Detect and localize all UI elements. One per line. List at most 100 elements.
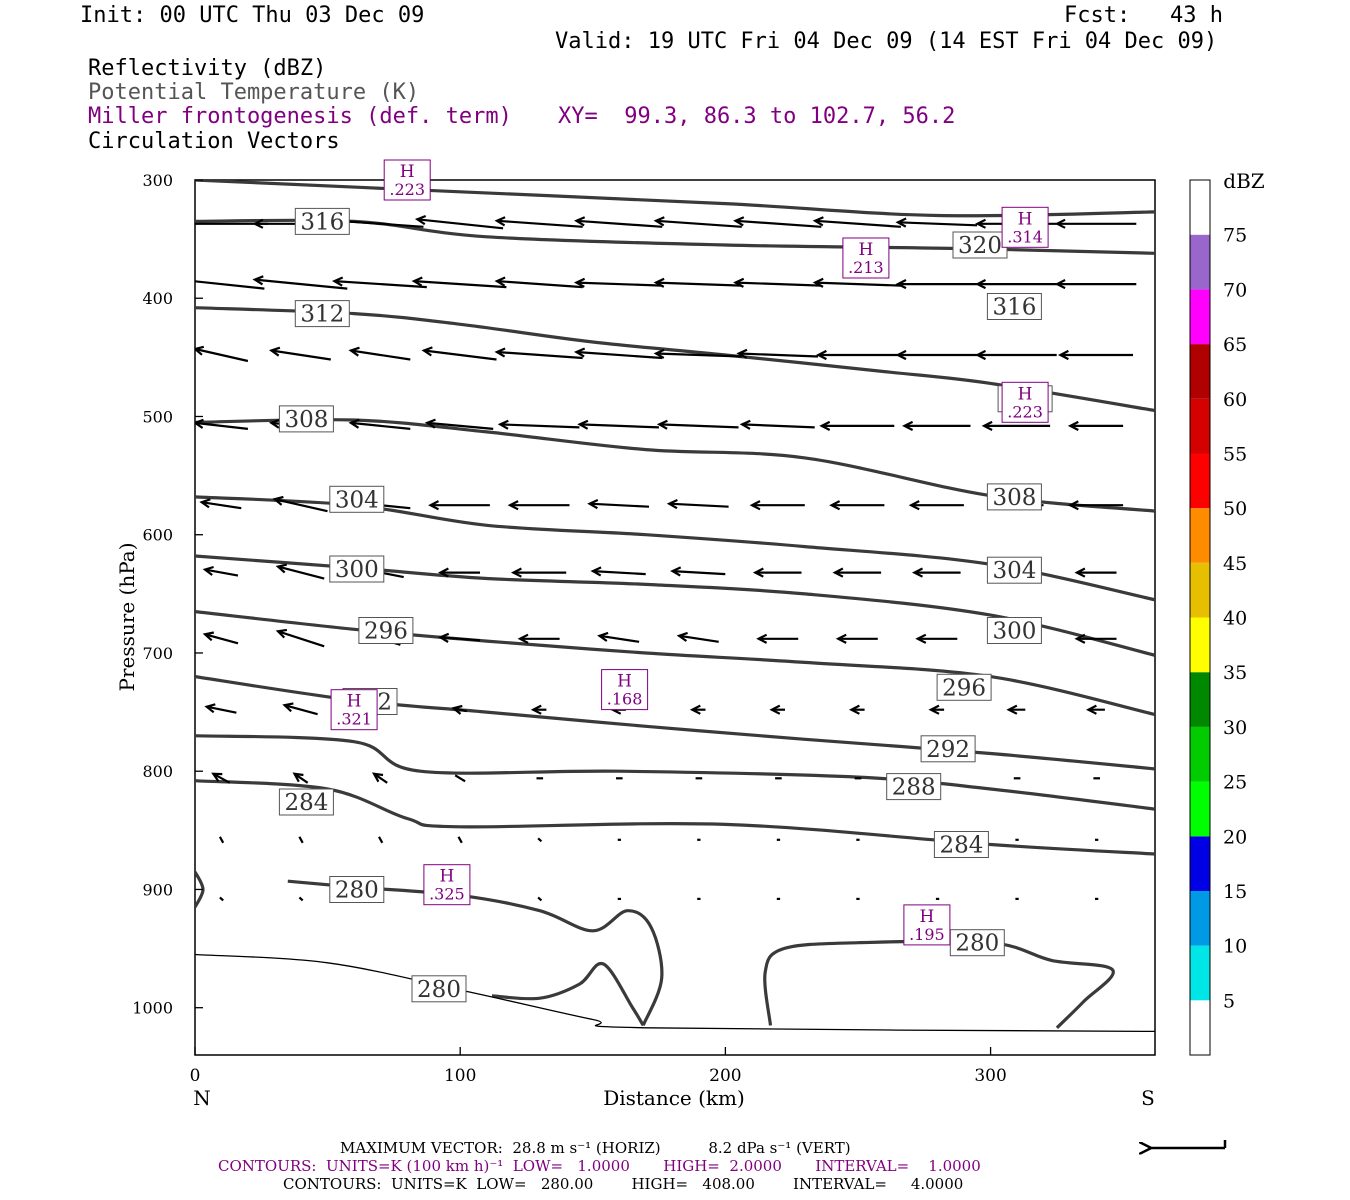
frontogenesis-high-marker: H.213 (842, 237, 890, 279)
circulation-vector (848, 704, 865, 715)
colorbar-label: 10 (1223, 936, 1247, 958)
frontogenesis-high-label: H (858, 240, 873, 260)
frontogenesis-high-marker: H.223 (1001, 381, 1049, 423)
colorbar-bin (1190, 453, 1210, 509)
circulation-vector (457, 836, 463, 844)
circulation-vector (1067, 420, 1124, 431)
colorbar-bin (1190, 617, 1210, 673)
circulation-vector (348, 346, 411, 361)
max-vector-note: MAXIMUM VECTOR: 28.8 m s⁻¹ (HORIZ) 8.2 d… (340, 1139, 851, 1157)
theta-contour-label: 280 (949, 929, 1005, 957)
theta-contour-label: 284 (278, 788, 334, 816)
circulation-vector (335, 216, 424, 228)
circulation-vector (832, 567, 882, 578)
theta-contour-label: 316 (294, 207, 350, 235)
y-tick-label: 800 (142, 762, 173, 781)
circulation-vector (902, 420, 971, 431)
theta-contour-label: 284 (933, 831, 989, 859)
colorbar-label: 20 (1223, 826, 1247, 848)
x-tick-label: 0 (190, 1066, 201, 1086)
theta-contour-label-text: 280 (955, 931, 999, 957)
colorbar-label: 5 (1223, 990, 1235, 1012)
circulation-vector (421, 346, 497, 361)
frontogenesis-contour-note: CONTOURS: UNITS=K (100 km h)⁻¹ LOW= 1.00… (218, 1157, 981, 1175)
frontogenesis-high-label: H (439, 867, 454, 887)
circulation-vector (895, 279, 978, 290)
frontogenesis-high-label: H (919, 907, 934, 927)
theta-contour-label: 292 (920, 735, 976, 763)
circulation-vector (653, 277, 742, 288)
colorbar-label: 70 (1223, 279, 1247, 301)
frontogenesis-high-marker: H.325 (423, 864, 471, 906)
frontogenesis-high-label: H (1018, 209, 1033, 229)
circulation-vector (497, 419, 580, 430)
circulation-vector (1074, 633, 1117, 644)
circulation-vector (676, 631, 719, 643)
circulation-vector (981, 420, 1051, 431)
circulation-vector (666, 498, 729, 510)
colorbar-bin (1190, 672, 1210, 727)
circulation-vector (202, 631, 239, 645)
colorbar-label: 50 (1223, 498, 1247, 520)
circulation-vector (537, 896, 543, 902)
frontogenesis-high-value: .168 (607, 690, 643, 709)
x-tick-label: 300 (974, 1066, 1006, 1086)
y-tick-label: 500 (142, 407, 173, 426)
south-label: S (1141, 1086, 1155, 1110)
theta-contour-label: 308 (986, 483, 1042, 511)
circulation-vector (590, 566, 646, 577)
field-frontogenesis: Miller frontogenesis (def. term) (88, 104, 512, 129)
circulation-vector (1074, 567, 1117, 578)
circulation-vector (752, 567, 802, 578)
field-potential-temperature: Potential Temperature (K) (88, 80, 420, 105)
circulation-vector (195, 418, 249, 430)
circulation-vector (451, 704, 468, 715)
theta-contour-label-text: 304 (335, 487, 379, 513)
circulation-vector (537, 837, 543, 843)
y-tick-label: 300 (142, 171, 173, 190)
colorbar-label: 75 (1223, 225, 1247, 247)
circulation-vector (1054, 218, 1137, 229)
circulation-vector (507, 500, 570, 511)
theta-contour-label-text: 304 (992, 558, 1036, 584)
circulation-vector (670, 566, 726, 577)
colorbar-label: 60 (1223, 389, 1247, 411)
circulation-vector (911, 567, 961, 578)
colorbar-bin (1190, 180, 1210, 235)
colorbar-label: 30 (1223, 717, 1247, 739)
cross-section-endpoints: XY= 99.3, 86.3 to 102.7, 56.2 (558, 104, 956, 129)
frontogenesis-high-value: .213 (848, 258, 884, 277)
circulation-vector (829, 500, 885, 511)
colorbar-label: 65 (1223, 334, 1247, 356)
north-label: N (193, 1086, 211, 1110)
field-reflectivity: Reflectivity (dBZ) (88, 56, 327, 81)
field-circulation-vectors: Circulation Vectors (88, 129, 340, 154)
circulation-vector (597, 631, 640, 643)
frontogenesis-high-label: H (617, 672, 632, 692)
theta-contour-label: 308 (278, 405, 334, 433)
circulation-vector (371, 772, 388, 784)
circulation-vector (577, 419, 659, 430)
circulation-vector (204, 703, 237, 714)
theta-contour-label-text: 320 (958, 233, 1002, 259)
y-tick-label: 900 (142, 880, 173, 899)
circulation-vector (689, 704, 706, 715)
frontogenesis-high-value: .314 (1007, 227, 1043, 246)
theta-contour-label-text: 280 (335, 878, 379, 904)
circulation-vector (292, 772, 309, 784)
theta-contour-label-text: 296 (942, 675, 986, 701)
circulation-vector (812, 216, 901, 228)
circulation-vector (275, 563, 325, 580)
circulation-vector (428, 500, 490, 511)
theta-contour-label: 296 (936, 673, 992, 701)
circulation-vector (1085, 704, 1105, 715)
circulation-vector (928, 704, 945, 715)
colorbar-bin (1190, 344, 1210, 399)
circulation-vector (769, 704, 785, 715)
circulation-vector (494, 216, 583, 228)
colorbar-label: 40 (1223, 608, 1247, 630)
theta-contour-label-text: 296 (364, 619, 408, 645)
circulation-vector (1057, 349, 1133, 361)
